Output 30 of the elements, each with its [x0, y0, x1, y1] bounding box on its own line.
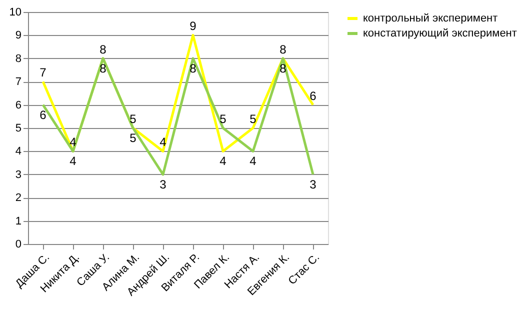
data-label: 3: [160, 177, 167, 192]
data-label: 8: [280, 42, 287, 56]
line-series: [42, 57, 314, 176]
data-label: 5: [130, 131, 137, 145]
data-label: 4: [220, 154, 227, 168]
y-tick-label: 3: [15, 168, 22, 181]
legend-label: контрольный эксперимент: [363, 12, 498, 24]
data-label: 9: [190, 19, 197, 34]
data-label: 4: [250, 154, 257, 168]
y-tick-label: 2: [15, 192, 22, 204]
y-tick-label: 7: [15, 76, 22, 88]
legend-label: констатирующий эксперимент: [363, 28, 517, 40]
data-label: 8: [100, 42, 107, 56]
y-tick-label: 4: [15, 146, 22, 158]
data-label: 5: [130, 112, 137, 126]
y-tick-label: 9: [15, 30, 22, 42]
y-tick-label: 1: [15, 215, 22, 228]
data-label: 3: [310, 177, 317, 192]
y-tick-label: 8: [15, 52, 22, 65]
data-label: 8: [100, 61, 107, 76]
data-label: 6: [310, 88, 317, 103]
data-label: 6: [40, 108, 47, 122]
y-tick-label: 0: [15, 238, 22, 250]
data-label: 5: [250, 112, 257, 126]
y-tick-label: 10: [9, 6, 22, 18]
data-label: 7: [40, 66, 47, 80]
y-tick-label: 5: [15, 122, 22, 134]
y-tick-label: 6: [15, 99, 22, 112]
data-label: 5: [220, 112, 227, 126]
data-label: 4: [70, 154, 77, 168]
